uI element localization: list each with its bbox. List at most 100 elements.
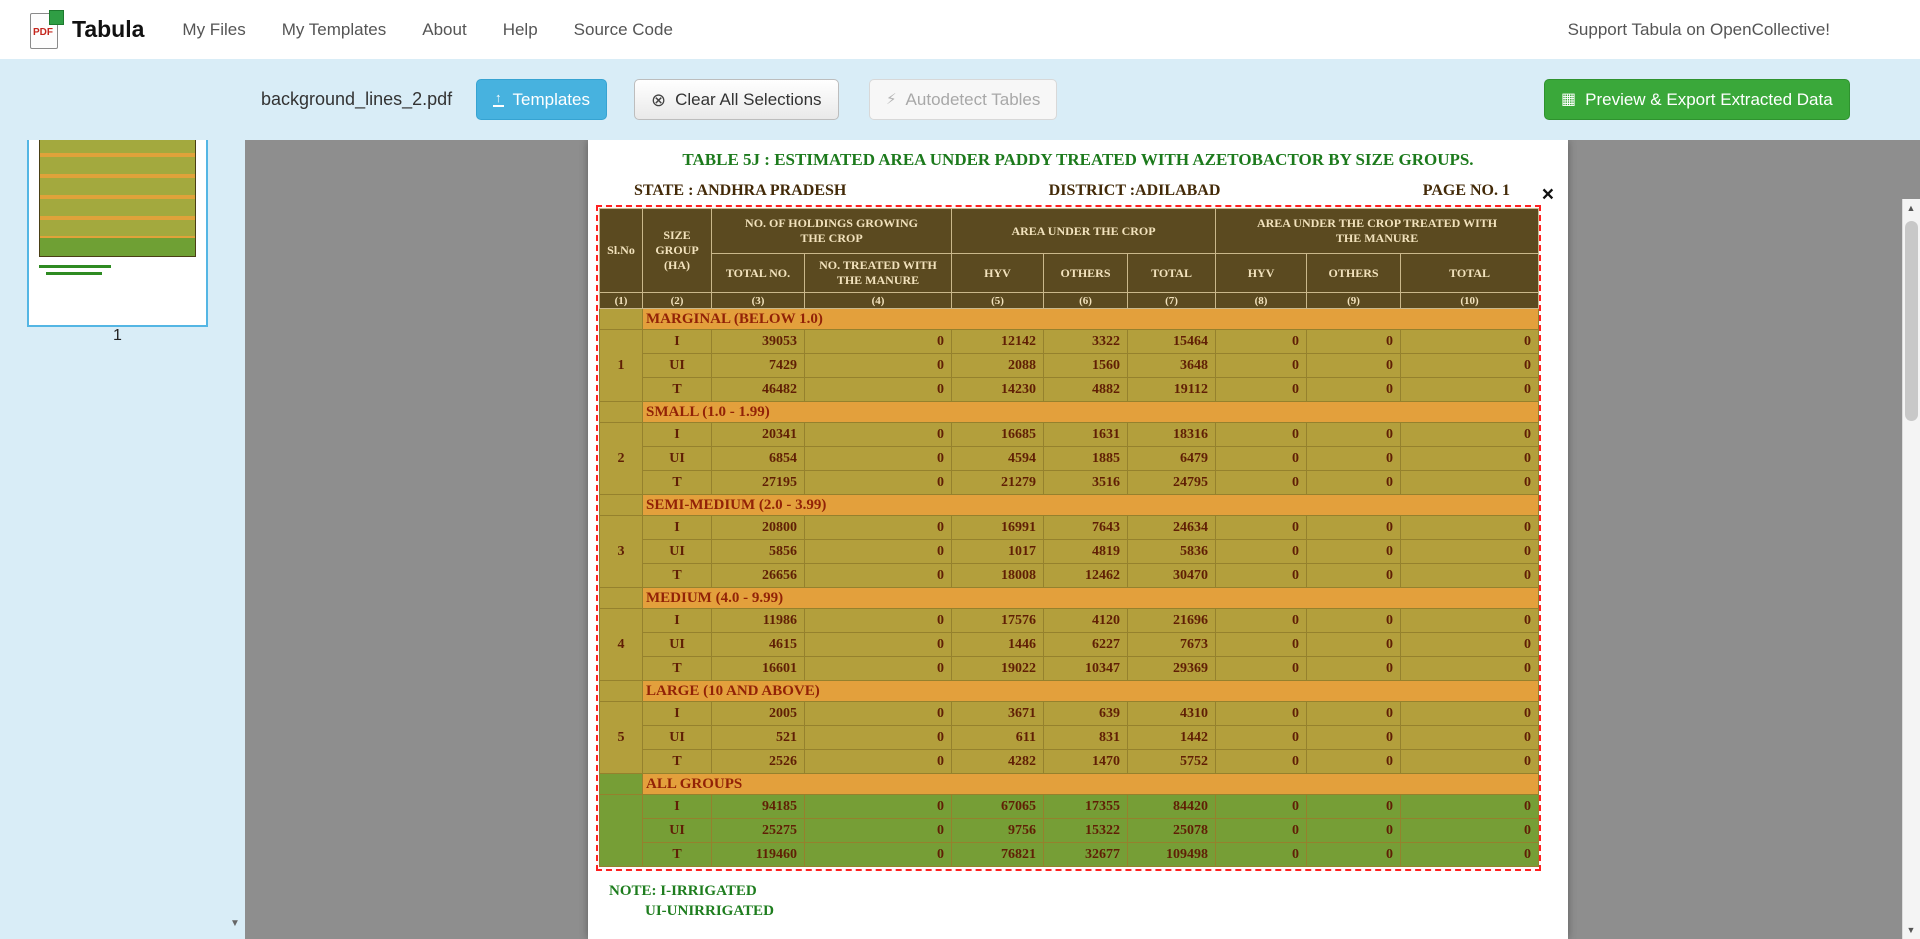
value-cell: 18316 xyxy=(1126,422,1217,447)
slno-cell: 2 xyxy=(599,422,643,495)
nav-help[interactable]: Help xyxy=(502,19,538,39)
templates-button[interactable]: ↑ Templates xyxy=(476,79,607,120)
value-cell: 20800 xyxy=(711,515,805,540)
value-cell: 0 xyxy=(1400,725,1540,750)
value-cell: 0 xyxy=(804,422,952,447)
value-cell: 0 xyxy=(1215,794,1308,819)
selection-close-icon[interactable]: × xyxy=(1541,183,1554,206)
value-cell: 639 xyxy=(1043,701,1128,726)
value-cell: 5856 xyxy=(711,539,805,564)
value-cell: 0 xyxy=(1215,563,1308,588)
nav-my-files[interactable]: My Files xyxy=(182,19,246,39)
header-subcol: OTHERS xyxy=(1306,253,1402,293)
value-cell: 0 xyxy=(1306,608,1402,633)
top-navbar: PDF Tabula My Files My Templates About H… xyxy=(0,0,1920,59)
note-line-2: UI-UNIRRIGATED xyxy=(645,903,774,919)
nav-about[interactable]: About xyxy=(422,19,467,39)
value-cell: 0 xyxy=(1215,539,1308,564)
district-text: DISTRICT :ADILABAD xyxy=(1048,182,1221,199)
sidebar-scrollbar[interactable]: ▲ ▼ xyxy=(227,59,243,939)
header-subcol: TOTAL xyxy=(1126,253,1217,293)
clear-all-selections-button[interactable]: ⊗ Clear All Selections xyxy=(634,79,839,120)
support-link[interactable]: Support Tabula on OpenCollective! xyxy=(1567,19,1830,39)
value-cell: 7643 xyxy=(1043,515,1128,540)
header-subcol: HYV xyxy=(951,253,1044,293)
value-cell: 0 xyxy=(1400,329,1540,354)
value-cell: 27195 xyxy=(711,470,805,495)
table-grid-icon: ▦ xyxy=(1561,90,1577,108)
value-cell: 46482 xyxy=(711,377,805,402)
value-cell: 0 xyxy=(1400,608,1540,633)
scrollbar-thumb[interactable] xyxy=(1905,221,1918,421)
value-cell: 94185 xyxy=(711,794,805,819)
value-cell: 3322 xyxy=(1043,329,1128,354)
page-sidebar: × 1 ▲ ▼ xyxy=(0,59,245,939)
value-cell: 4882 xyxy=(1043,377,1128,402)
value-cell: 0 xyxy=(804,818,952,843)
header-slno: Sl.No xyxy=(599,208,643,293)
header-area-treated: AREA UNDER THE CROP TREATED WITH THE MAN… xyxy=(1215,208,1540,254)
value-cell: 24795 xyxy=(1126,470,1217,495)
value-cell: 4120 xyxy=(1043,608,1128,633)
autodetect-tables-button[interactable]: ⚡ Autodetect Tables xyxy=(869,79,1058,120)
pdf-workspace[interactable]: TABLE 5J : ESTIMATED AREA UNDER PADDY TR… xyxy=(245,140,1920,939)
scroll-down-icon[interactable]: ▼ xyxy=(230,918,240,929)
value-cell: 12462 xyxy=(1043,563,1128,588)
value-cell: 0 xyxy=(1400,446,1540,471)
brand-name[interactable]: Tabula xyxy=(72,16,145,42)
value-cell: 0 xyxy=(1400,749,1540,774)
row-type-cell: I xyxy=(642,329,712,354)
preview-export-button[interactable]: ▦ Preview & Export Extracted Data xyxy=(1544,79,1850,120)
state-text: STATE : ANDHRA PRADESH xyxy=(634,182,847,199)
mini-note-line xyxy=(39,265,111,268)
value-cell: 1470 xyxy=(1043,749,1128,774)
row-type-cell: I xyxy=(642,422,712,447)
nav-source-code[interactable]: Source Code xyxy=(573,19,673,39)
value-cell: 0 xyxy=(1215,608,1308,633)
selection-rectangle[interactable] xyxy=(596,205,1541,871)
value-cell: 4594 xyxy=(951,446,1044,471)
value-cell: 4282 xyxy=(951,749,1044,774)
value-cell: 76821 xyxy=(951,842,1044,867)
value-cell: 25078 xyxy=(1126,818,1217,843)
value-cell: 21279 xyxy=(951,470,1044,495)
note-line-1: NOTE: I-IRRIGATED xyxy=(609,883,757,899)
pdf-logo-text: PDF xyxy=(33,26,53,38)
slno-cell xyxy=(599,794,643,867)
templates-label: Templates xyxy=(512,89,590,109)
brand[interactable]: PDF Tabula xyxy=(30,9,145,50)
table-selection-region: Sl.No SIZE GROUP (HA) NO. OF HOLDINGS GROW… xyxy=(596,184,1554,871)
value-cell: 0 xyxy=(804,842,952,867)
value-cell: 0 xyxy=(804,749,952,774)
value-cell: 26656 xyxy=(711,563,805,588)
value-cell: 0 xyxy=(1400,470,1540,495)
value-cell: 15464 xyxy=(1126,329,1217,354)
scroll-up-icon[interactable]: ▲ xyxy=(1906,203,1916,213)
value-cell: 0 xyxy=(1306,470,1402,495)
row-type-cell: T xyxy=(642,749,712,774)
value-cell: 1631 xyxy=(1043,422,1128,447)
value-cell: 2005 xyxy=(711,701,805,726)
value-cell: 1446 xyxy=(951,632,1044,657)
toolbar: background_lines_2.pdf ↑ Templates ⊗ Cle… xyxy=(0,59,1920,140)
value-cell: 831 xyxy=(1043,725,1128,750)
extracted-data-table: Sl.No SIZE GROUP (HA) NO. OF HOLDINGS GROW… xyxy=(599,208,1540,867)
row-type-cell: UI xyxy=(642,725,712,750)
main-scrollbar[interactable]: ▲ ▼ xyxy=(1902,199,1920,939)
header-colnum: (1) xyxy=(599,292,643,309)
row-type-cell: T xyxy=(642,470,712,495)
document-meta: STATE : ANDHRA PRADESH DISTRICT :ADILABA… xyxy=(588,182,1568,200)
slno-spacer xyxy=(599,773,643,795)
scroll-down-icon[interactable]: ▼ xyxy=(1906,925,1916,935)
value-cell: 3671 xyxy=(951,701,1044,726)
value-cell: 0 xyxy=(1215,701,1308,726)
value-cell: 0 xyxy=(1400,353,1540,378)
header-colnum: (7) xyxy=(1126,292,1217,309)
header-colnum: (8) xyxy=(1215,292,1308,309)
value-cell: 1442 xyxy=(1126,725,1217,750)
value-cell: 0 xyxy=(1400,818,1540,843)
value-cell: 119460 xyxy=(711,842,805,867)
nav-my-templates[interactable]: My Templates xyxy=(281,19,387,39)
value-cell: 12142 xyxy=(951,329,1044,354)
value-cell: 1885 xyxy=(1043,446,1128,471)
